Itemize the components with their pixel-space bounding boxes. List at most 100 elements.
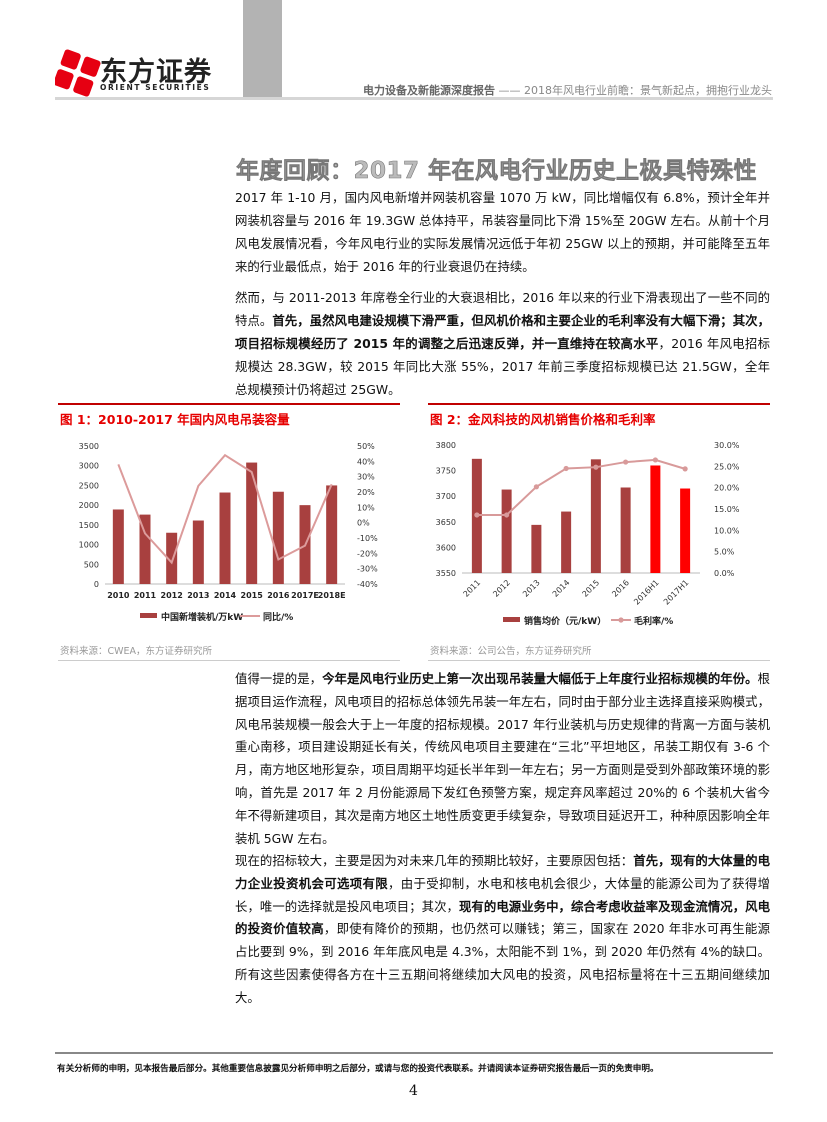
y-tick-label: 3650 bbox=[436, 518, 456, 527]
bar bbox=[246, 462, 258, 584]
y2-tick-label: -20% bbox=[357, 549, 378, 558]
x-tick-label: 2014 bbox=[214, 591, 237, 600]
y2-tick-label: 50% bbox=[357, 442, 375, 451]
line-point bbox=[652, 457, 658, 463]
bar bbox=[561, 511, 572, 573]
x-tick-label: 2018E bbox=[318, 591, 346, 600]
line-series bbox=[476, 458, 686, 516]
legend-label: 毛利率/% bbox=[634, 615, 673, 627]
footer-divider bbox=[55, 1052, 773, 1054]
chart-1: 0 500 1000 1500 2000 2500 3000 3500 -40% -30% -20%… bbox=[79, 442, 378, 623]
y-tick-label: 1500 bbox=[79, 521, 99, 530]
y-tick-label: 3500 bbox=[79, 442, 99, 451]
paragraph: 值得一提的是，今年是风电行业历史上第一次出现吊装量大幅低于上年度行业招标规模的年… bbox=[235, 668, 770, 850]
figure-top-rule bbox=[58, 403, 400, 405]
y-tick-label: 3600 bbox=[436, 543, 456, 552]
x-tick-label: 2011 bbox=[134, 591, 157, 600]
text-run: ，2016 年风电招标规模达 28.3GW，较 2015 年同比大涨 55%，2… bbox=[235, 336, 770, 397]
legend-label: 销售均价（元/kW） bbox=[524, 615, 606, 627]
report-type: 电力设备及新能源深度报告 bbox=[363, 84, 495, 97]
y-tick-label: 3700 bbox=[436, 492, 456, 501]
x-tick-label: 2016 bbox=[267, 591, 290, 600]
bar bbox=[650, 465, 661, 573]
bold-text: 今年是风电行业历史上第一次出现吊装量大幅低于上年度行业招标规模的年份。 bbox=[322, 671, 758, 686]
y-tick-label: 2000 bbox=[79, 501, 99, 510]
y2-tick-label: -30% bbox=[357, 565, 378, 574]
paragraph: 然而，与 2011-2013 年席卷全行业的大衰退相比，2016 年以来的行业下… bbox=[235, 286, 770, 401]
y-tick-label: 3750 bbox=[436, 467, 456, 476]
figure-bottom-rule bbox=[58, 660, 400, 661]
x-tick-label: 2013 bbox=[187, 591, 209, 600]
x-tick-label: 2017H1 bbox=[662, 578, 691, 607]
legend-swatch-bar bbox=[503, 617, 520, 622]
legend-label: 中国新增装机/万kW bbox=[161, 611, 243, 623]
bar bbox=[166, 532, 178, 584]
line-point bbox=[563, 465, 569, 472]
y-tick-label: 0 bbox=[94, 580, 99, 589]
figure-top-rule bbox=[428, 403, 770, 405]
paragraph: 现在的招标较大，主要是因为对未来几年的预期比较好，主要原因包括：首先，现有的大体… bbox=[235, 850, 770, 1010]
y2-tick-label: -40% bbox=[357, 580, 378, 589]
figure-1-title: 图 1：2010-2017 年国内风电吊装容量 bbox=[60, 412, 290, 427]
line-point bbox=[504, 512, 510, 518]
line-point bbox=[474, 512, 480, 518]
figure-bottom-rule bbox=[428, 660, 770, 661]
y2-tick-label: 20% bbox=[357, 488, 375, 497]
y2-tick-label: 30% bbox=[357, 473, 375, 482]
line-point bbox=[533, 484, 539, 490]
text-run: 根据项目运作流程，风电项目的招标总体领先吊装一年左右，同时由于部分业主选择直接采… bbox=[235, 671, 771, 846]
x-tick-label: 2015 bbox=[241, 591, 264, 600]
bar bbox=[272, 491, 284, 584]
x-tick-label: 2015 bbox=[581, 578, 602, 599]
page-number: 4 bbox=[409, 1083, 418, 1099]
orient-securities-logo bbox=[55, 49, 101, 97]
y2-tick-label: -10% bbox=[357, 534, 378, 543]
header-separator: —— bbox=[498, 84, 521, 97]
bar bbox=[219, 492, 231, 584]
x-tick-label: 2016 bbox=[610, 578, 631, 599]
bar bbox=[620, 487, 631, 573]
y-tick-label: 500 bbox=[84, 560, 99, 569]
header-decor-bar bbox=[243, 0, 282, 98]
y-tick-label: 3000 bbox=[79, 462, 99, 471]
bar bbox=[501, 489, 512, 573]
line-point bbox=[593, 464, 599, 470]
y2-tick-label: 5.0% bbox=[714, 548, 735, 557]
line-point bbox=[682, 466, 688, 472]
legend-swatch-bar bbox=[140, 613, 157, 618]
x-tick-label: 2010 bbox=[107, 591, 130, 600]
header-divider bbox=[55, 97, 773, 100]
x-tick-label: 2012 bbox=[491, 578, 512, 599]
y-tick-label: 1000 bbox=[79, 541, 99, 550]
bar bbox=[112, 509, 124, 584]
logo-text-cn: 东方证券 bbox=[100, 57, 212, 88]
y2-tick-label: 0% bbox=[357, 519, 370, 528]
paragraph: 2017 年 1-10 月，国内风电新增并网装机容量 1070 万 kW，同比增… bbox=[235, 186, 770, 278]
y-tick-label: 2500 bbox=[79, 481, 99, 490]
x-tick-label: 2011 bbox=[462, 578, 483, 599]
y2-tick-label: 20.0% bbox=[714, 484, 740, 493]
legend-marker bbox=[618, 617, 624, 623]
y2-tick-label: 0.0% bbox=[714, 569, 735, 578]
bar bbox=[531, 524, 542, 573]
text-run: ，即使有降价的预期，也仍然可以赚钱；第三，国家在 2020 年非水可再生能源占比… bbox=[235, 921, 770, 1005]
figure-2-source: 资料来源：公司公告，东方证券研究所 bbox=[430, 646, 592, 657]
y-tick-label: 3800 bbox=[436, 441, 456, 450]
y2-tick-label: 10.0% bbox=[714, 526, 740, 535]
y2-tick-label: 40% bbox=[357, 457, 375, 466]
bar bbox=[590, 459, 601, 573]
text-run: ，由于受抑制，水电和核电机会很少，大体量的能源公司为了获得增长，唯一的选择就是投… bbox=[235, 875, 771, 914]
logo-text-en: ORIENT SECURITIES bbox=[100, 83, 211, 92]
chart-2: 3550 3600 3650 3700 3750 3800 0.0% 5.0% 10.0% 15.… bbox=[436, 441, 740, 627]
y2-tick-label: 30.0% bbox=[714, 441, 740, 450]
bold-text: 现有的电源业务中，综合考虑收益率及现金流情况，风电的投资价值较高 bbox=[235, 898, 771, 937]
text-run: 现在的招标较大，主要是因为对未来几年的预期比较好，主要原因包括： bbox=[235, 853, 634, 868]
y2-tick-label: 25.0% bbox=[714, 462, 740, 471]
y-tick-label: 3550 bbox=[436, 569, 456, 578]
x-tick-label: 2017E bbox=[291, 591, 319, 600]
x-tick-label: 2012 bbox=[161, 591, 183, 600]
bar bbox=[192, 520, 204, 584]
line-series bbox=[117, 453, 333, 565]
y2-tick-label: 15.0% bbox=[714, 505, 740, 514]
bar bbox=[680, 488, 691, 573]
